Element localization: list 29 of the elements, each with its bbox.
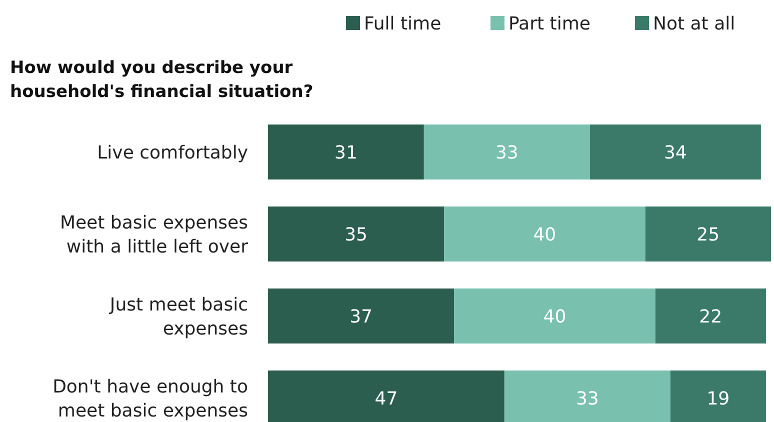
bar [268, 124, 424, 180]
chart-title: How would you describe your household's financial situation? [10, 58, 314, 102]
bar [454, 288, 656, 344]
data-label: 37 [350, 306, 373, 328]
y-tick-label: Just meet basic expenses [108, 294, 248, 340]
bar [268, 206, 444, 262]
data-label: 33 [576, 388, 599, 410]
bar [655, 288, 766, 344]
y-tick-label: Don't have enough to meet basic expenses [52, 376, 248, 422]
data-label: 33 [495, 142, 518, 164]
y-tick-label: Live comfortably [97, 142, 248, 164]
data-label: 22 [699, 306, 722, 328]
data-label: 25 [696, 224, 720, 246]
data-label: 40 [543, 306, 566, 328]
bar [268, 288, 454, 344]
y-tick-label: Meet basic expenses with a little left over [60, 212, 249, 258]
data-label: 19 [706, 388, 730, 410]
bar [424, 124, 590, 180]
data-label: 34 [664, 142, 687, 164]
bar [645, 206, 771, 262]
legend-label: Not at all [653, 13, 736, 34]
data-label: 35 [344, 224, 368, 246]
legend-label: Full time [364, 13, 442, 34]
data-label: 40 [533, 224, 556, 246]
legend-label: Part time [508, 13, 590, 34]
bar [444, 206, 646, 262]
data-label: 47 [374, 388, 398, 410]
data-label: 31 [334, 142, 358, 164]
bar [590, 124, 761, 180]
